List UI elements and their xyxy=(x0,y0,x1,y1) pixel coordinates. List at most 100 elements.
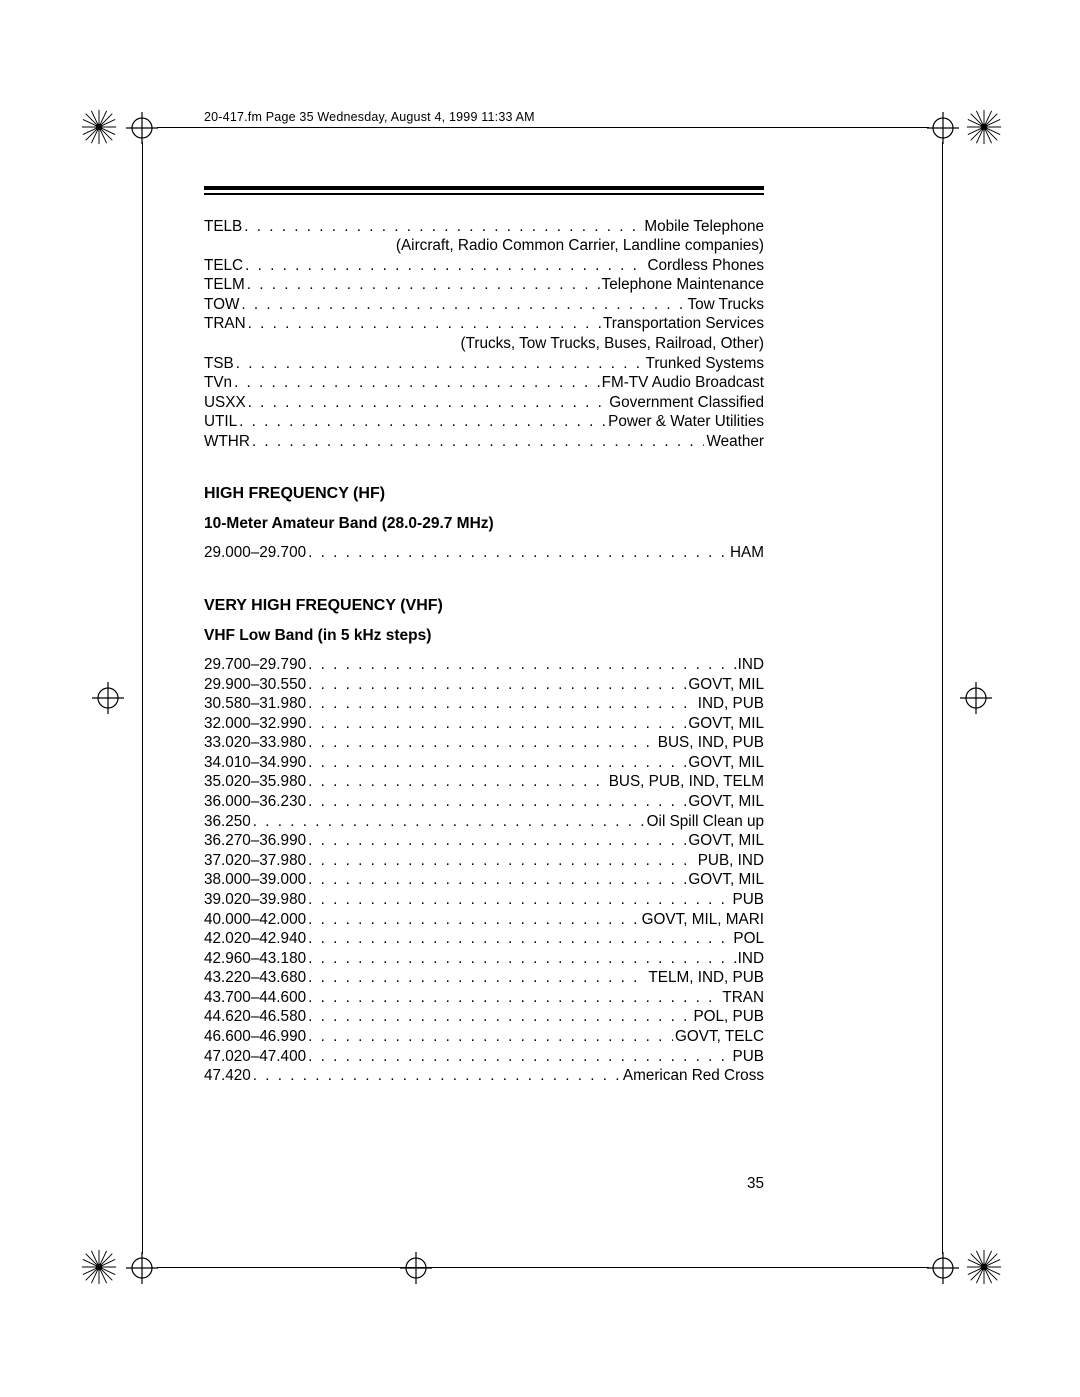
entry-right: GOVT, TELC xyxy=(675,1027,764,1047)
leader-entry: 43.220–43.680 TELM, IND, PUB xyxy=(204,968,764,988)
leader-dots xyxy=(308,543,728,563)
entry-left: TELM xyxy=(204,275,245,295)
entry-right: GOVT, MIL xyxy=(688,714,764,734)
entry-left: 42.960–43.180 xyxy=(204,949,306,969)
entry-left: TVn xyxy=(204,373,232,393)
entry-left: 47.020–47.400 xyxy=(204,1047,306,1067)
entry-left: 32.000–32.990 xyxy=(204,714,306,734)
leader-dots xyxy=(239,412,606,432)
rule-thick xyxy=(204,186,764,190)
entry-left: 40.000–42.000 xyxy=(204,910,306,930)
entry-right: POL, PUB xyxy=(693,1007,764,1027)
leader-entry: 47.420American Red Cross xyxy=(204,1066,764,1086)
leader-entry: TSBTrunked Systems xyxy=(204,354,764,374)
abbreviation-list: TELB Mobile Telephone(Aircraft, Radio Com… xyxy=(204,217,764,452)
entry-right: TELM, IND, PUB xyxy=(648,968,764,988)
crosshair-icon xyxy=(960,682,992,714)
leader-entry: TELM Telephone Maintenance xyxy=(204,275,764,295)
entry-right: Mobile Telephone xyxy=(644,217,764,237)
crosshair-icon xyxy=(92,682,124,714)
leader-entry: 38.000–39.000GOVT, MIL xyxy=(204,870,764,890)
entry-right: PUB xyxy=(733,890,764,910)
entry-right: Weather xyxy=(706,432,764,452)
leader-dots xyxy=(308,929,731,949)
leader-dots xyxy=(308,851,696,871)
sub-heading-vhf: VHF Low Band (in 5 kHz steps) xyxy=(204,627,764,645)
entry-paren: (Trucks, Tow Trucks, Buses, Railroad, Ot… xyxy=(204,334,764,354)
entry-right: Tow Trucks xyxy=(688,295,765,315)
leader-entry: 36.250 Oil Spill Clean up xyxy=(204,812,764,832)
leader-dots xyxy=(308,949,736,969)
entry-left: 36.000–36.230 xyxy=(204,792,306,812)
entry-right: GOVT, MIL xyxy=(688,675,764,695)
entry-right: GOVT, MIL xyxy=(688,831,764,851)
leader-entry: 36.000–36.230 GOVT, MIL xyxy=(204,792,764,812)
leader-dots xyxy=(308,968,646,988)
entry-left: 30.580–31.980 xyxy=(204,694,306,714)
starburst-icon xyxy=(965,108,1003,146)
entry-left: WTHR xyxy=(204,432,250,452)
entry-left: TELC xyxy=(204,256,243,276)
leader-dots xyxy=(308,988,720,1008)
entry-right: Transportation Services xyxy=(603,314,764,334)
entry-right: GOVT, MIL, MARI xyxy=(642,910,764,930)
sub-heading-hf: 10-Meter Amateur Band (28.0-29.7 MHz) xyxy=(204,515,764,533)
leader-dots xyxy=(308,870,686,890)
page-header: 20-417.fm Page 35 Wednesday, August 4, 1… xyxy=(204,110,764,124)
entry-right: Power & Water Utilities xyxy=(608,412,764,432)
starburst-icon xyxy=(80,108,118,146)
entry-left: 44.620–46.580 xyxy=(204,1007,306,1027)
leader-dots xyxy=(308,675,686,695)
leader-entry: 30.580–31.980 IND, PUB xyxy=(204,694,764,714)
entry-left: 39.020–39.980 xyxy=(204,890,306,910)
entry-left: USXX xyxy=(204,393,246,413)
entry-left: 43.220–43.680 xyxy=(204,968,306,988)
leader-entry: 40.000–42.000 GOVT, MIL, MARI xyxy=(204,910,764,930)
entry-left: 47.420 xyxy=(204,1066,251,1086)
entry-right: Telephone Maintenance xyxy=(602,275,764,295)
entry-left: TELB xyxy=(204,217,242,237)
leader-entry: 29.700–29.790IND xyxy=(204,655,764,675)
entry-right: Government Classified xyxy=(609,393,764,413)
leader-dots xyxy=(308,694,696,714)
rule-thin xyxy=(204,193,764,195)
entry-left: 36.270–36.990 xyxy=(204,831,306,851)
entry-right: GOVT, MIL xyxy=(688,792,764,812)
leader-dots xyxy=(245,256,645,276)
entry-right: PUB xyxy=(733,1047,764,1067)
leader-entry: TELB Mobile Telephone xyxy=(204,217,764,237)
entry-right: IND, PUB xyxy=(698,694,764,714)
leader-entry: 39.020–39.980 PUB xyxy=(204,890,764,910)
leader-entry: UTIL Power & Water Utilities xyxy=(204,412,764,432)
leader-entry: 43.700–44.600TRAN xyxy=(204,988,764,1008)
entry-right: PUB, IND xyxy=(698,851,764,871)
entry-right: GOVT, MIL xyxy=(688,870,764,890)
leader-entry: 29.000–29.700HAM xyxy=(204,543,764,563)
leader-dots xyxy=(253,1066,621,1086)
entry-right: BUS, PUB, IND, TELM xyxy=(609,772,764,792)
crosshair-icon xyxy=(927,112,959,144)
entry-left: 33.020–33.980 xyxy=(204,733,306,753)
leader-dots xyxy=(308,655,736,675)
leader-entry: 47.020–47.400 PUB xyxy=(204,1047,764,1067)
entry-right: IND xyxy=(738,949,764,969)
entry-right: Oil Spill Clean up xyxy=(647,812,764,832)
leader-entry: 42.960–43.180 IND xyxy=(204,949,764,969)
entry-left: 36.250 xyxy=(204,812,251,832)
leader-dots xyxy=(308,1047,730,1067)
leader-dots xyxy=(308,1027,673,1047)
leader-dots xyxy=(248,393,608,413)
leader-entry: 33.020–33.980 BUS, IND, PUB xyxy=(204,733,764,753)
entry-left: UTIL xyxy=(204,412,237,432)
entry-right: BUS, IND, PUB xyxy=(658,733,764,753)
crosshair-icon xyxy=(126,1252,158,1284)
crosshair-icon xyxy=(126,112,158,144)
entry-paren: (Aircraft, Radio Common Carrier, Landlin… xyxy=(204,236,764,256)
leader-dots xyxy=(244,217,642,237)
leader-dots xyxy=(308,831,686,851)
entry-left: TRAN xyxy=(204,314,246,334)
vhf-frequency-list: 29.700–29.790IND29.900–30.550GOVT, MIL30… xyxy=(204,655,764,1086)
leader-dots xyxy=(236,354,644,374)
leader-entry: TOWTow Trucks xyxy=(204,295,764,315)
leader-entry: USXX Government Classified xyxy=(204,393,764,413)
